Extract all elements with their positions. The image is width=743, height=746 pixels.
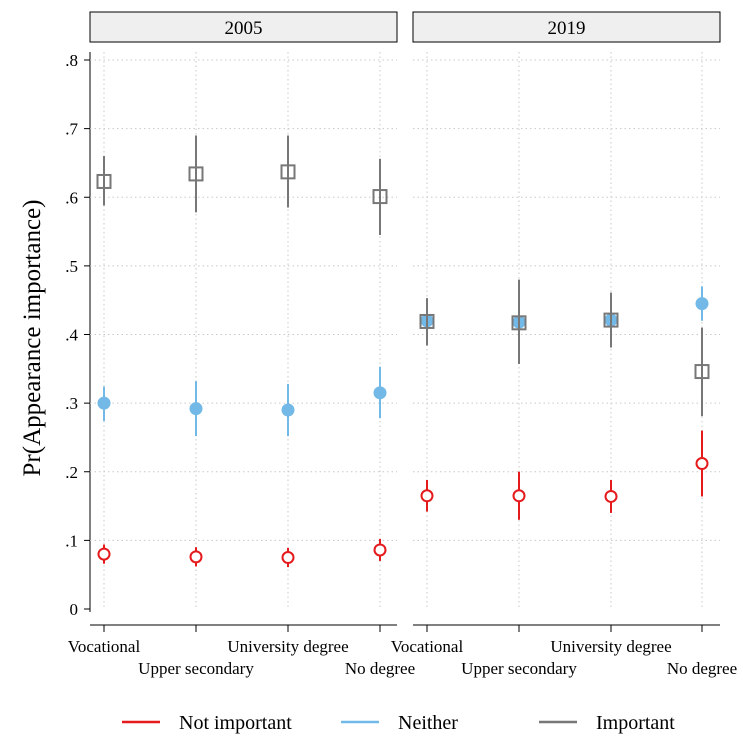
x-tick-label: Vocational — [68, 637, 141, 656]
data-point — [281, 403, 295, 417]
data-point — [189, 550, 203, 564]
data-point — [694, 364, 710, 380]
data-point — [512, 489, 526, 503]
data-point — [695, 457, 709, 471]
x-tick-label: No degree — [667, 659, 737, 678]
y-tick-label: .6 — [65, 188, 78, 207]
data-point — [96, 173, 112, 189]
data-point — [281, 551, 295, 565]
y-tick-label: 0 — [70, 600, 79, 619]
legend-label: Not important — [179, 712, 292, 734]
y-tick-label: .1 — [65, 531, 78, 550]
panel-title: 2005 — [225, 18, 263, 39]
data-point — [603, 312, 619, 328]
x-tick-label: University degree — [227, 637, 348, 656]
y-tick-label: .2 — [65, 463, 78, 482]
data-point — [373, 386, 387, 400]
x-tick-label: Upper secondary — [461, 659, 577, 678]
data-point — [373, 543, 387, 557]
data-point — [511, 315, 527, 331]
panel-title: 2019 — [548, 18, 586, 39]
y-tick-label: .7 — [65, 120, 78, 139]
x-tick-label: No degree — [345, 659, 415, 678]
y-tick-label: .8 — [65, 51, 78, 70]
legend-label: Important — [596, 712, 675, 734]
data-point — [280, 164, 296, 180]
data-point — [97, 547, 111, 561]
panel-strip — [412, 11, 721, 43]
data-point — [97, 396, 111, 410]
data-point — [189, 402, 203, 416]
y-tick-label: .3 — [65, 394, 78, 413]
data-point — [695, 297, 709, 311]
panel-strip — [89, 11, 398, 43]
x-tick-label: University degree — [550, 637, 671, 656]
data-point — [420, 489, 434, 503]
data-point — [604, 489, 618, 503]
x-tick-label: Upper secondary — [138, 659, 254, 678]
legend-label: Neither — [398, 712, 458, 734]
data-point — [372, 189, 388, 205]
x-tick-label: Vocational — [391, 637, 464, 656]
data-point — [419, 313, 435, 329]
data-point — [188, 166, 204, 182]
y-tick-label: .4 — [65, 326, 78, 345]
y-axis-title: Pr(Appearance importance) — [19, 200, 46, 477]
y-tick-label: .5 — [65, 257, 78, 276]
